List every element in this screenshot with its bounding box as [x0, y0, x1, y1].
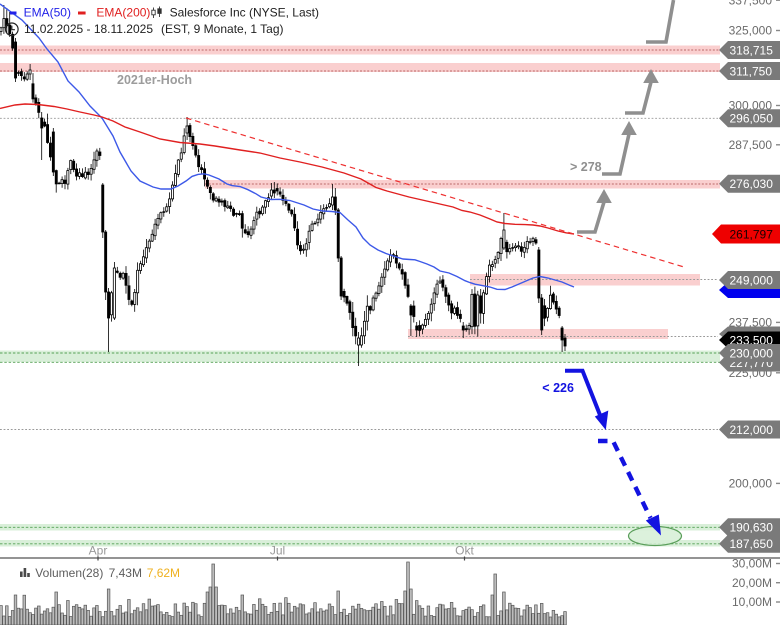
svg-text:Volumen(28): Volumen(28): [35, 566, 103, 580]
svg-text:296,050: 296,050: [730, 112, 774, 126]
svg-text:Apr: Apr: [89, 543, 108, 557]
svg-text:> 278: > 278: [570, 160, 602, 174]
svg-text:300,000: 300,000: [729, 99, 773, 113]
svg-text:30,00M: 30,00M: [732, 557, 772, 571]
svg-text:10,00M: 10,00M: [732, 595, 772, 609]
svg-text:187,650: 187,650: [730, 537, 774, 551]
svg-text:Okt: Okt: [455, 543, 474, 557]
svg-text:11.02.2025 - 18.11.2025: 11.02.2025 - 18.11.2025: [24, 22, 153, 36]
svg-text:2021er-Hoch: 2021er-Hoch: [117, 73, 192, 87]
svg-text:287,500: 287,500: [729, 138, 773, 152]
svg-text:< 226: < 226: [542, 381, 574, 395]
svg-text:7,43M: 7,43M: [109, 566, 142, 580]
svg-text:7,62M: 7,62M: [147, 566, 180, 580]
svg-text:318,715: 318,715: [730, 43, 774, 57]
svg-text:200,000: 200,000: [729, 477, 773, 491]
svg-text:EMA(50): EMA(50): [24, 5, 71, 19]
svg-text:276,030: 276,030: [730, 177, 774, 191]
svg-text:212,000: 212,000: [730, 423, 774, 437]
svg-text:20,00M: 20,00M: [732, 576, 772, 590]
svg-text:190,630: 190,630: [730, 521, 774, 535]
svg-text:337,500: 337,500: [729, 0, 773, 7]
svg-text:325,000: 325,000: [729, 24, 773, 38]
svg-text:230,000: 230,000: [730, 346, 774, 360]
svg-text:311,750: 311,750: [730, 64, 773, 78]
svg-text:233,500: 233,500: [730, 333, 774, 347]
svg-text:(EST, 9 Monate, 1 Tag): (EST, 9 Monate, 1 Tag): [161, 22, 284, 36]
svg-text:Jul: Jul: [270, 543, 285, 557]
svg-text:261,797: 261,797: [730, 227, 774, 241]
svg-text:EMA(200): EMA(200): [96, 5, 150, 19]
svg-text:249,000: 249,000: [730, 273, 774, 287]
svg-text:237,500: 237,500: [729, 316, 773, 330]
svg-text:Salesforce Inc (NYSE, Last): Salesforce Inc (NYSE, Last): [170, 5, 319, 19]
